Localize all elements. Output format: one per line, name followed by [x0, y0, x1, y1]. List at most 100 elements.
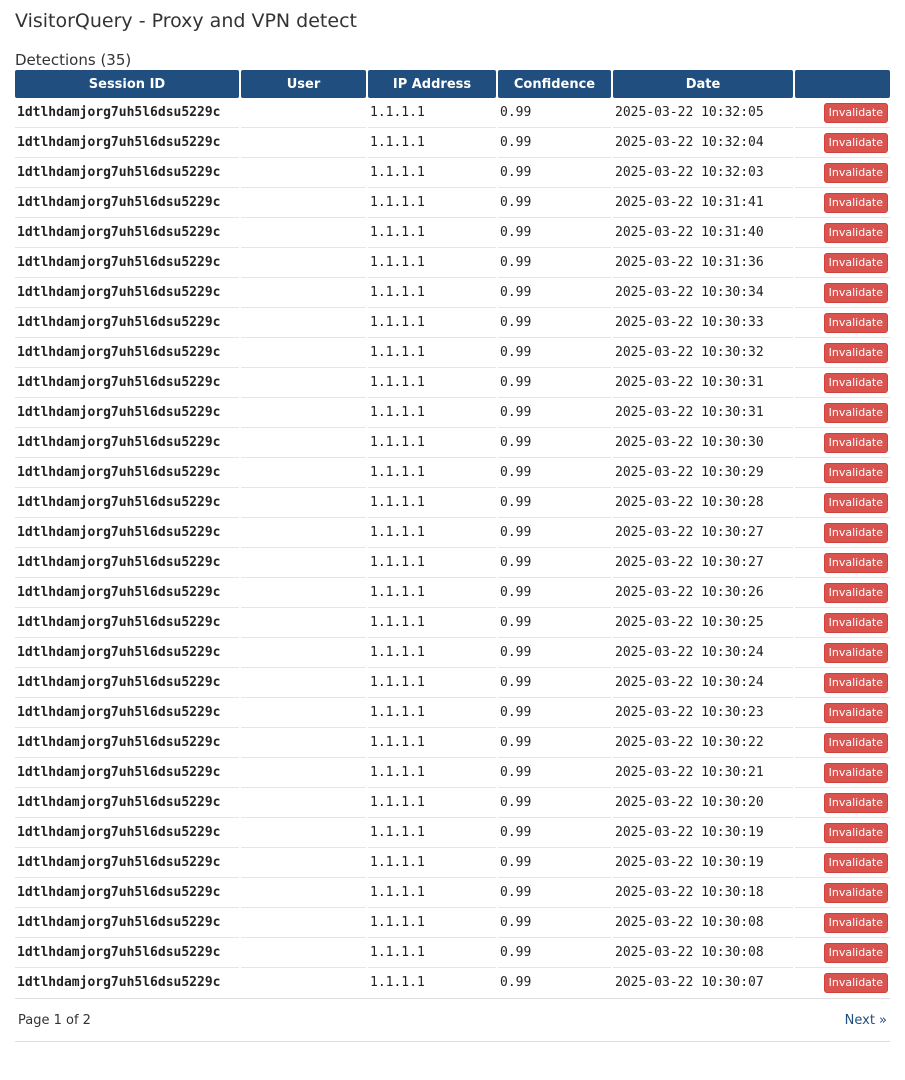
- ip-address-cell: 1.1.1.1: [368, 427, 496, 457]
- invalidate-button[interactable]: Invalidate: [823, 102, 888, 123]
- session-id-cell: 1dtlhdamjorg7uh5l6dsu5229c: [15, 607, 239, 637]
- session-id-cell: 1dtlhdamjorg7uh5l6dsu5229c: [15, 127, 239, 157]
- date-cell: 2025-03-22 10:30:08: [613, 907, 793, 937]
- invalidate-button[interactable]: Invalidate: [823, 402, 888, 423]
- invalidate-button[interactable]: Invalidate: [823, 852, 888, 873]
- invalidate-button[interactable]: Invalidate: [823, 552, 888, 573]
- confidence-cell: 0.99: [498, 697, 611, 727]
- user-cell: [241, 607, 366, 637]
- table-row: 1dtlhdamjorg7uh5l6dsu5229c 1.1.1.1 0.99 202…: [15, 247, 890, 277]
- action-cell: Invalidate: [795, 607, 890, 637]
- invalidate-button[interactable]: Invalidate: [823, 792, 888, 813]
- action-cell: Invalidate: [795, 127, 890, 157]
- ip-address-cell: 1.1.1.1: [368, 217, 496, 247]
- invalidate-button[interactable]: Invalidate: [823, 612, 888, 633]
- user-cell: [241, 457, 366, 487]
- invalidate-button[interactable]: Invalidate: [823, 372, 888, 393]
- date-cell: 2025-03-22 10:30:28: [613, 487, 793, 517]
- user-cell: [241, 907, 366, 937]
- table-row: 1dtlhdamjorg7uh5l6dsu5229c 1.1.1.1 0.99 202…: [15, 367, 890, 397]
- user-cell: [241, 247, 366, 277]
- ip-address-cell: 1.1.1.1: [368, 757, 496, 787]
- invalidate-button[interactable]: Invalidate: [823, 432, 888, 453]
- invalidate-button[interactable]: Invalidate: [823, 672, 888, 693]
- action-cell: Invalidate: [795, 307, 890, 337]
- invalidate-button[interactable]: Invalidate: [823, 312, 888, 333]
- invalidate-button[interactable]: Invalidate: [823, 822, 888, 843]
- next-page-link[interactable]: Next »: [844, 1012, 887, 1028]
- invalidate-button[interactable]: Invalidate: [823, 642, 888, 663]
- action-cell: Invalidate: [795, 667, 890, 697]
- ip-address-cell: 1.1.1.1: [368, 607, 496, 637]
- invalidate-button[interactable]: Invalidate: [823, 762, 888, 783]
- table-row: 1dtlhdamjorg7uh5l6dsu5229c 1.1.1.1 0.99 202…: [15, 487, 890, 517]
- ip-address-cell: 1.1.1.1: [368, 847, 496, 877]
- user-cell: [241, 877, 366, 907]
- confidence-cell: 0.99: [498, 817, 611, 847]
- page-status: Page 1 of 2: [18, 1012, 91, 1028]
- invalidate-button[interactable]: Invalidate: [823, 942, 888, 963]
- ip-address-cell: 1.1.1.1: [368, 937, 496, 967]
- column-header-user[interactable]: User: [241, 70, 366, 98]
- table-row: 1dtlhdamjorg7uh5l6dsu5229c 1.1.1.1 0.99 202…: [15, 787, 890, 817]
- user-cell: [241, 127, 366, 157]
- column-header-ip-address[interactable]: IP Address: [368, 70, 496, 98]
- invalidate-button[interactable]: Invalidate: [823, 882, 888, 903]
- invalidate-button[interactable]: Invalidate: [823, 132, 888, 153]
- column-header-confidence[interactable]: Confidence: [498, 70, 611, 98]
- action-cell: Invalidate: [795, 847, 890, 877]
- session-id-cell: 1dtlhdamjorg7uh5l6dsu5229c: [15, 727, 239, 757]
- session-id-cell: 1dtlhdamjorg7uh5l6dsu5229c: [15, 907, 239, 937]
- ip-address-cell: 1.1.1.1: [368, 667, 496, 697]
- confidence-cell: 0.99: [498, 397, 611, 427]
- session-id-cell: 1dtlhdamjorg7uh5l6dsu5229c: [15, 247, 239, 277]
- action-cell: Invalidate: [795, 247, 890, 277]
- invalidate-button[interactable]: Invalidate: [823, 342, 888, 363]
- invalidate-button[interactable]: Invalidate: [823, 462, 888, 483]
- page-title: VisitorQuery - Proxy and VPN detect: [15, 10, 357, 32]
- session-id-cell: 1dtlhdamjorg7uh5l6dsu5229c: [15, 667, 239, 697]
- invalidate-button[interactable]: Invalidate: [823, 192, 888, 213]
- ip-address-cell: 1.1.1.1: [368, 187, 496, 217]
- confidence-cell: 0.99: [498, 127, 611, 157]
- confidence-cell: 0.99: [498, 427, 611, 457]
- ip-address-cell: 1.1.1.1: [368, 697, 496, 727]
- date-cell: 2025-03-22 10:32:05: [615, 105, 764, 120]
- invalidate-button[interactable]: Invalidate: [823, 732, 888, 753]
- table-row: 1dtlhdamjorg7uh5l6dsu5229c 1.1.1.1 0.99 202…: [15, 967, 890, 997]
- date-cell: 2025-03-22 10:30:24: [613, 637, 793, 667]
- invalidate-button[interactable]: Invalidate: [823, 702, 888, 723]
- invalidate-button[interactable]: Invalidate: [823, 492, 888, 513]
- user-cell: [241, 817, 366, 847]
- session-id-cell: 1dtlhdamjorg7uh5l6dsu5229c: [15, 367, 239, 397]
- invalidate-button[interactable]: Invalidate: [823, 252, 888, 273]
- session-id-cell: 1dtlhdamjorg7uh5l6dsu5229c: [15, 967, 239, 997]
- invalidate-button[interactable]: Invalidate: [823, 522, 888, 543]
- user-cell: [241, 517, 366, 547]
- ip-address-cell: 1.1.1.1: [368, 127, 496, 157]
- column-header-date[interactable]: Date: [613, 70, 793, 98]
- user-cell: [241, 187, 366, 217]
- column-header-session-id[interactable]: Session ID: [15, 70, 239, 98]
- user-cell: [241, 367, 366, 397]
- invalidate-button[interactable]: Invalidate: [823, 162, 888, 183]
- invalidate-button[interactable]: Invalidate: [823, 912, 888, 933]
- confidence-cell: 0.99: [498, 967, 611, 997]
- session-id-cell: 1dtlhdamjorg7uh5l6dsu5229c: [15, 697, 239, 727]
- session-id-cell: 1dtlhdamjorg7uh5l6dsu5229c: [15, 577, 239, 607]
- date-cell: 2025-03-22 10:31:40: [613, 217, 793, 247]
- ip-address-cell: 1.1.1.1: [368, 397, 496, 427]
- invalidate-button[interactable]: Invalidate: [823, 282, 888, 303]
- user-cell: [241, 967, 366, 997]
- user-cell: [241, 667, 366, 697]
- invalidate-button[interactable]: Invalidate: [823, 222, 888, 243]
- date-cell: 2025-03-22 10:30:27: [613, 517, 793, 547]
- ip-address-cell: 1.1.1.1: [368, 637, 496, 667]
- confidence-cell: 0.99: [498, 367, 611, 397]
- invalidate-button[interactable]: Invalidate: [823, 972, 888, 993]
- date-cell: 2025-03-22 10:30:18: [613, 877, 793, 907]
- date-cell: 2025-03-22 10:30:25: [613, 607, 793, 637]
- action-cell: Invalidate: [795, 457, 890, 487]
- invalidate-button[interactable]: Invalidate: [823, 582, 888, 603]
- table-row: 1dtlhdamjorg7uh5l6dsu5229c 1.1.1.1 0.99 202…: [15, 217, 890, 247]
